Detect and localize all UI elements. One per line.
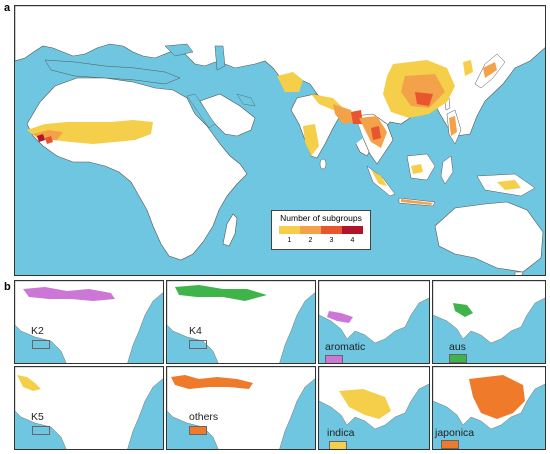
map-aromatic-svg xyxy=(319,281,429,344)
map-others-label: others xyxy=(189,411,219,423)
map-aus-svg xyxy=(433,281,545,344)
rice-new-guinea xyxy=(497,180,521,190)
map-indica-svg xyxy=(319,367,429,430)
rice-china-mid xyxy=(401,74,445,108)
map-japonica-svg xyxy=(433,367,545,430)
map-japonica: japonica xyxy=(432,366,546,450)
k4-range xyxy=(175,285,267,301)
legend-swatch-4 xyxy=(342,226,363,234)
rice-java xyxy=(401,199,433,205)
arabian-peninsula xyxy=(199,93,256,137)
rice-bangladesh xyxy=(351,110,363,124)
rice-pakistan xyxy=(277,72,303,92)
map-aromatic-label: aromatic xyxy=(325,341,366,353)
map-k5-svg xyxy=(15,367,163,449)
rice-borneo xyxy=(411,164,423,174)
map-k2-swatch xyxy=(32,340,50,349)
asia-outline xyxy=(433,281,545,344)
rice-japan xyxy=(483,62,497,78)
map-aus: aus xyxy=(432,280,546,364)
legend-tick-1: 1 xyxy=(287,237,292,244)
rice-china-south xyxy=(415,92,433,106)
legend-swatch-3 xyxy=(321,226,342,234)
aus-range xyxy=(453,303,473,317)
map-aromatic: aromatic xyxy=(318,280,430,364)
aromatic-range xyxy=(327,311,353,323)
tasmania xyxy=(514,271,524,275)
sulawesi xyxy=(440,155,454,185)
map-k5-label: K5 xyxy=(31,411,44,423)
map-japonica-swatch xyxy=(441,440,459,449)
map-japonica-label: japonica xyxy=(435,427,475,439)
map-aus-swatch xyxy=(449,354,467,363)
world-rice-subgroup-map: Number of subgroups 1 2 3 4 xyxy=(14,5,546,276)
africa-outline xyxy=(15,281,163,363)
map-k4-label: K4 xyxy=(189,325,202,337)
map-k4-swatch xyxy=(189,340,207,349)
map-aus-label: aus xyxy=(449,341,466,353)
map-k5-swatch xyxy=(32,426,50,435)
australia xyxy=(434,201,544,273)
map-indica: indica xyxy=(318,366,430,450)
map-k2-svg xyxy=(15,281,163,363)
map-others-svg xyxy=(167,367,315,449)
rice-philippines xyxy=(449,116,457,136)
mediterranean-sea xyxy=(44,59,181,85)
legend-tick-2: 2 xyxy=(308,237,313,244)
rice-korea-japan xyxy=(463,60,473,76)
map-aromatic-swatch xyxy=(325,355,343,363)
rice-west-africa-red xyxy=(45,136,53,144)
map-k4: K4 xyxy=(166,280,316,364)
asia-outline xyxy=(319,281,429,344)
persian-gulf xyxy=(236,93,256,107)
rice-sumatra xyxy=(371,170,387,186)
legend-tick-3: 3 xyxy=(329,237,334,244)
legend-swatch-2 xyxy=(300,226,321,234)
madagascar xyxy=(222,213,238,247)
black-sea xyxy=(164,43,194,57)
rice-se-asia-red xyxy=(371,126,381,140)
panel-b-label: b xyxy=(4,281,11,293)
k2-range xyxy=(23,287,115,301)
map-indica-label: indica xyxy=(327,427,355,439)
sri-lanka xyxy=(319,158,327,170)
others-range xyxy=(171,375,253,389)
japonica-range xyxy=(469,375,525,419)
map-k2: K2 xyxy=(14,280,164,364)
k5-range xyxy=(17,375,41,391)
map-others-swatch xyxy=(189,426,207,435)
africa-outline xyxy=(167,281,315,363)
world-map-svg xyxy=(15,6,545,275)
map-indica-swatch xyxy=(329,441,347,449)
legend-tick-4: 4 xyxy=(350,237,355,244)
rice-india-south xyxy=(303,124,319,156)
indica-range xyxy=(339,389,391,419)
subgroup-legend: Number of subgroups 1 2 3 4 xyxy=(271,210,371,250)
rice-west-africa-hot xyxy=(37,134,45,142)
rice-india-east xyxy=(333,104,355,124)
panel-a-label: a xyxy=(4,2,11,14)
map-others: others xyxy=(166,366,316,450)
red-sea xyxy=(186,93,216,129)
caspian-sea xyxy=(214,45,226,71)
map-k2-label: K2 xyxy=(31,325,44,337)
legend-swatch-1 xyxy=(279,226,300,234)
legend-title: Number of subgroups xyxy=(280,213,362,223)
map-k4-svg xyxy=(167,281,315,363)
africa-outline xyxy=(15,367,163,449)
map-k5: K5 xyxy=(14,366,164,450)
